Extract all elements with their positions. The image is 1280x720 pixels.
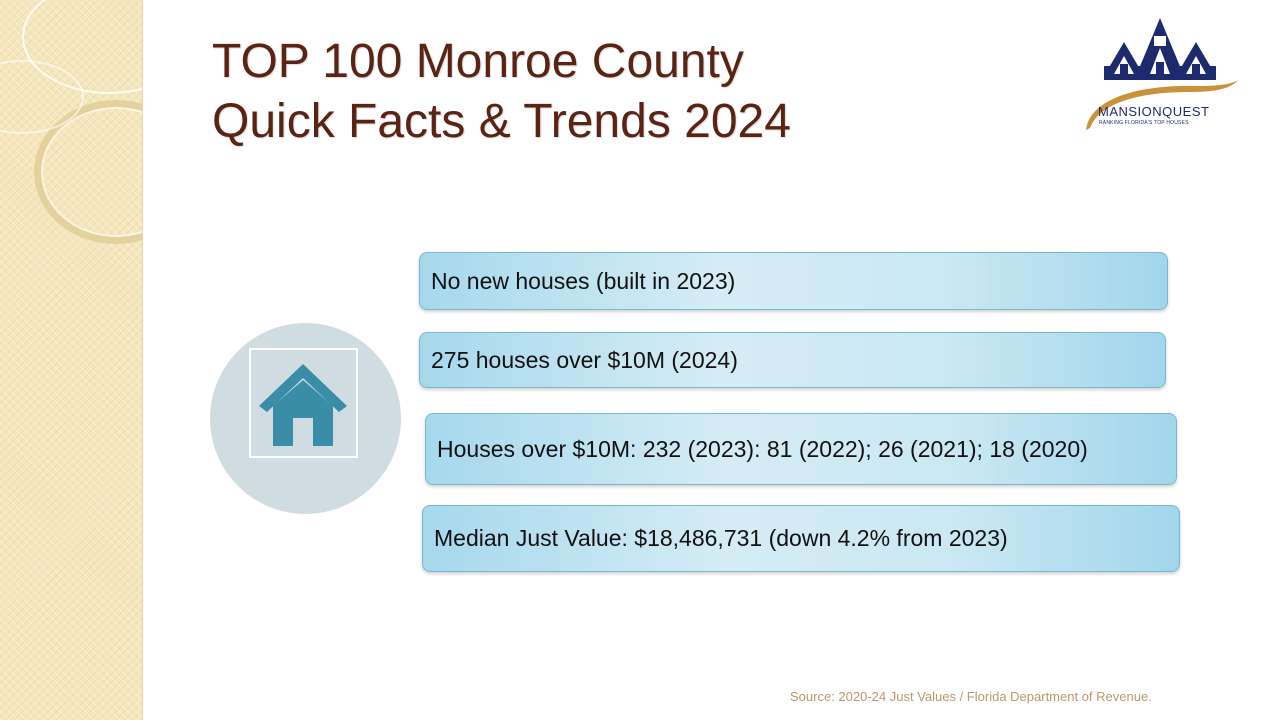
fact-houses-over-10m-history: Houses over $10M: 232 (2023): 81 (2022);… [425, 413, 1177, 485]
slide-title: TOP 100 Monroe County Quick Facts & Tren… [212, 32, 791, 152]
house-icon [259, 364, 347, 446]
decorative-sidebar [0, 0, 143, 720]
fact-no-new-houses: No new houses (built in 2023) [419, 252, 1168, 310]
fact-text: 275 houses over $10M (2024) [431, 346, 738, 373]
logo-name: MANSIONQUEST [1098, 104, 1210, 119]
fact-houses-over-10m-2024: 275 houses over $10M (2024) [419, 332, 1166, 388]
house-icon-circle [210, 323, 401, 514]
mansionquest-logo [1086, 18, 1238, 130]
logo-tagline: RANKING FLORIDA'S TOP HOUSES [1099, 120, 1189, 126]
title-line-2: Quick Facts & Trends 2024 [212, 95, 791, 148]
fact-text: No new houses (built in 2023) [431, 267, 736, 294]
fact-text: Houses over $10M: 232 (2023): 81 (2022);… [437, 435, 1088, 462]
fact-median-just-value: Median Just Value: $18,486,731 (down 4.2… [422, 505, 1180, 572]
title-line-1: TOP 100 Monroe County [212, 35, 744, 88]
source-note: Source: 2020-24 Just Values / Florida De… [790, 689, 1152, 704]
house-icon-frame [249, 348, 358, 458]
fact-text: Median Just Value: $18,486,731 (down 4.2… [434, 525, 1008, 551]
